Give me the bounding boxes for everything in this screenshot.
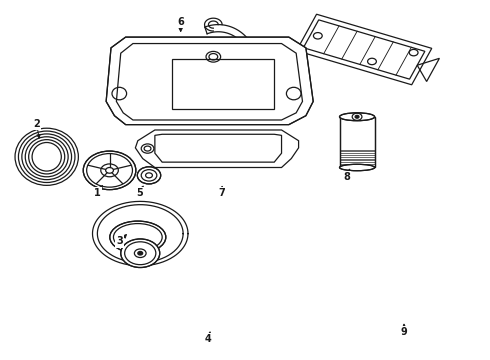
Text: 1: 1 bbox=[94, 188, 101, 198]
Circle shape bbox=[138, 251, 143, 255]
Circle shape bbox=[137, 167, 161, 184]
Polygon shape bbox=[340, 117, 374, 167]
Circle shape bbox=[355, 115, 359, 118]
Text: 8: 8 bbox=[343, 172, 350, 182]
Ellipse shape bbox=[110, 221, 166, 253]
Ellipse shape bbox=[340, 164, 374, 171]
Circle shape bbox=[121, 239, 160, 267]
Text: 2: 2 bbox=[33, 118, 40, 129]
Text: 5: 5 bbox=[136, 188, 143, 198]
Circle shape bbox=[83, 151, 136, 190]
Text: 4: 4 bbox=[205, 334, 212, 344]
Polygon shape bbox=[106, 37, 313, 125]
Ellipse shape bbox=[340, 113, 374, 121]
Text: 9: 9 bbox=[401, 327, 408, 337]
Text: 6: 6 bbox=[177, 17, 184, 27]
Text: 3: 3 bbox=[117, 237, 123, 247]
Text: 7: 7 bbox=[219, 188, 225, 198]
